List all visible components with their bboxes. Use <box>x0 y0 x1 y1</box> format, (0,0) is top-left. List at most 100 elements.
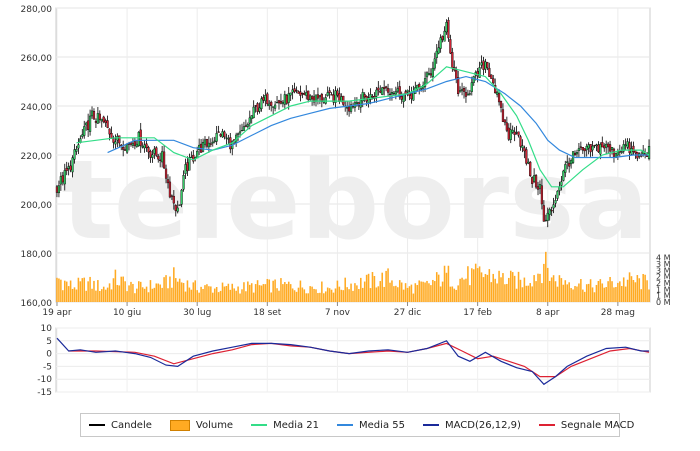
volume-tick-label: 4 M <box>656 254 671 263</box>
date-tick-label: 8 apr <box>536 308 560 318</box>
volume-bar <box>582 289 584 302</box>
candle-body <box>155 147 158 156</box>
volume-bar <box>173 267 175 302</box>
candle-body <box>573 153 577 155</box>
volume-bar <box>474 263 477 302</box>
volume-bar <box>496 283 498 302</box>
candle-body <box>605 143 608 148</box>
candle-body <box>172 195 175 204</box>
stock-chart: 160,00 180,00 200,00 220,00 240,00 260,00 280,… <box>21 5 671 398</box>
volume-bar <box>77 277 80 302</box>
volume-bar <box>615 286 617 302</box>
volume-bar <box>252 292 255 302</box>
volume-bar <box>404 283 407 302</box>
legend-item-media55[interactable]: Media 55 <box>337 420 405 431</box>
candle-body <box>87 120 90 130</box>
price-tick-label: 160,00 <box>21 299 53 309</box>
volume-bar <box>239 293 241 302</box>
volume-bar <box>65 281 68 302</box>
volume-bar <box>85 290 87 302</box>
volume-bar <box>354 283 356 302</box>
volume-bar <box>178 278 181 302</box>
candle-body <box>377 87 380 91</box>
volume-bar <box>69 280 72 302</box>
volume-bar <box>393 286 395 302</box>
candle-body <box>213 140 216 142</box>
candle-body <box>521 145 524 148</box>
volume-bar <box>326 287 329 302</box>
candle-body <box>147 147 150 153</box>
volume-bar <box>258 285 261 302</box>
candle-body <box>459 90 462 93</box>
candle-body <box>348 106 351 112</box>
volume-bar <box>63 280 66 302</box>
volume-bar <box>295 291 298 302</box>
volume-tick-label: 3 M <box>656 260 671 269</box>
legend-item-macd[interactable]: MACD(26,12,9) <box>422 420 521 431</box>
candle-body <box>266 93 269 105</box>
candle-body <box>159 159 162 161</box>
volume-bar <box>465 278 467 302</box>
legend-item-volume[interactable]: Volume <box>169 419 233 431</box>
volume-bar <box>585 284 588 302</box>
legend-item-candele[interactable]: Candele <box>89 420 152 431</box>
candle-body <box>258 107 261 112</box>
volume-bar <box>527 285 530 302</box>
candle-body <box>207 142 210 148</box>
volume-bar <box>406 287 409 302</box>
macd-tick-label: -5 <box>43 362 52 372</box>
candle-body <box>503 119 507 123</box>
volume-bar <box>126 291 128 302</box>
candle-body <box>472 76 475 83</box>
candle-body <box>542 205 545 222</box>
volume-tick-label: 2 M <box>656 273 671 282</box>
volume-bar <box>56 277 58 302</box>
candle-body <box>583 148 586 152</box>
volume-bar <box>459 278 461 302</box>
volume-bar <box>71 288 74 302</box>
candle-body <box>501 109 505 122</box>
candle-body <box>552 204 555 209</box>
candle-body <box>455 69 458 80</box>
volume-bar <box>539 273 541 302</box>
volume-bar <box>418 280 420 302</box>
volume-bar <box>447 265 450 302</box>
volume-bar <box>124 281 126 302</box>
volume-bar <box>554 281 557 302</box>
volume-bar <box>400 282 403 302</box>
candle-body <box>75 148 78 152</box>
candle-body <box>273 104 277 109</box>
volume-bar <box>225 285 228 302</box>
volume-bar <box>624 286 627 302</box>
volume-bar <box>206 284 208 302</box>
volume-bar <box>546 267 549 302</box>
candle-body <box>338 93 341 102</box>
candle-body <box>71 157 74 173</box>
candle-body <box>137 132 140 146</box>
volume-bar <box>490 282 493 302</box>
candle-body <box>346 107 349 109</box>
volume-bar <box>482 277 485 302</box>
legend-swatch-media55 <box>337 424 354 426</box>
volume-bar <box>221 282 224 302</box>
volume-bar <box>217 292 220 302</box>
volume-bar <box>642 273 644 302</box>
candle-body <box>203 139 207 145</box>
candle-body <box>355 101 358 104</box>
candle-body <box>67 166 70 169</box>
legend-item-signal[interactable]: Segnale MACD <box>538 420 634 431</box>
candle-body <box>299 91 302 96</box>
volume-bar <box>229 289 232 302</box>
price-tick-label: 200,00 <box>21 201 53 211</box>
candle-body <box>248 117 251 124</box>
candle-body <box>326 92 329 96</box>
candle-body <box>170 195 173 197</box>
volume-bar <box>595 284 598 302</box>
candle-body <box>482 60 485 70</box>
volume-bar <box>212 292 214 302</box>
legend-item-media21[interactable]: Media 21 <box>251 420 319 431</box>
candle-body <box>612 148 616 158</box>
candle-body <box>289 92 292 96</box>
volume-bar <box>369 288 372 302</box>
volume-bar <box>287 281 290 302</box>
